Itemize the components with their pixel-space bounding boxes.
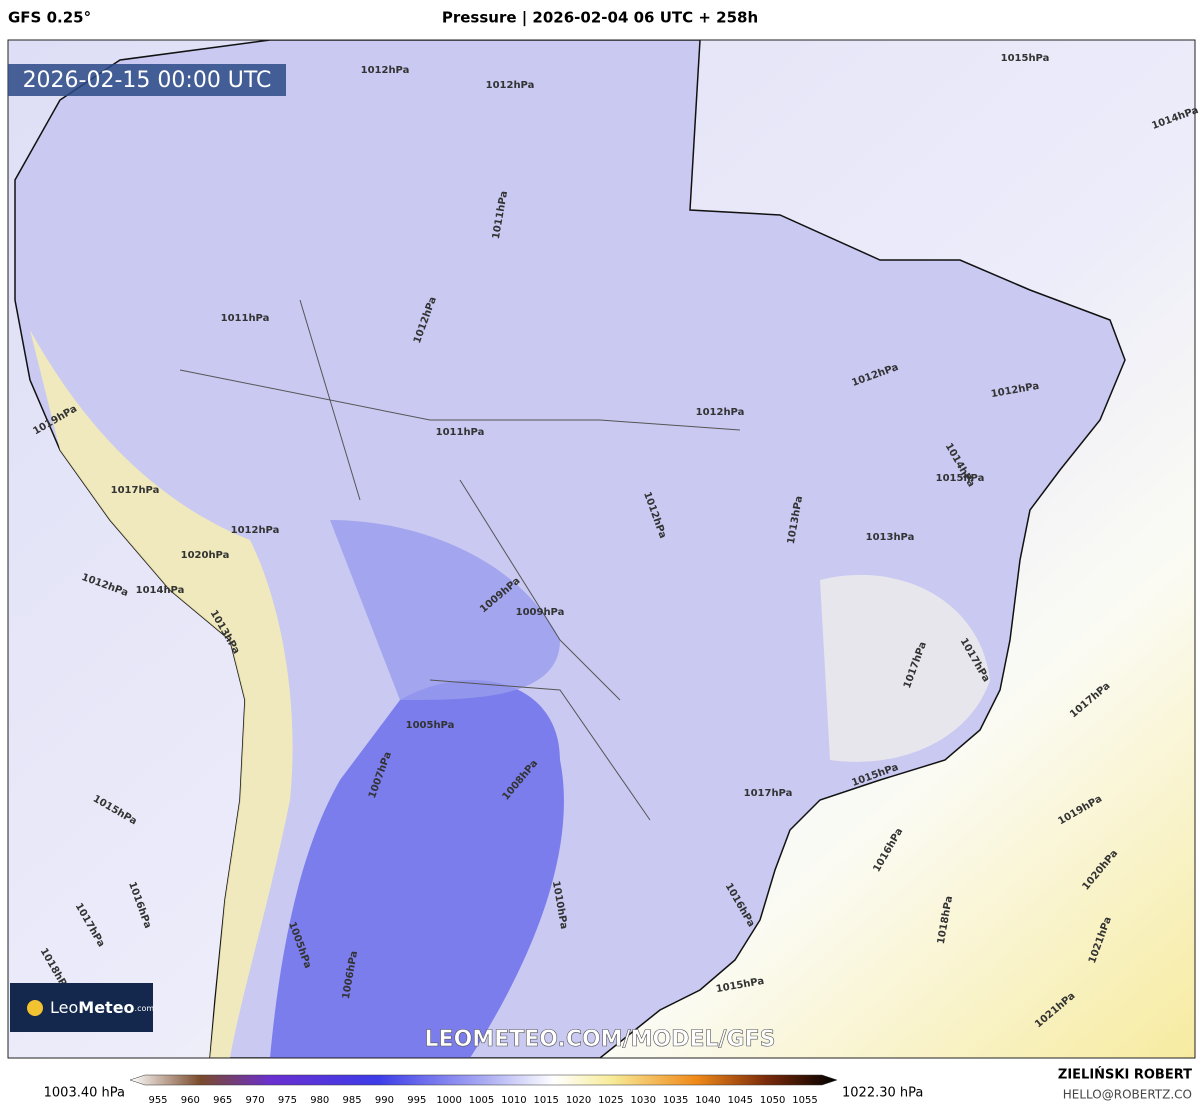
- isobar-label: 1011hPa: [221, 313, 270, 324]
- colorbar-tick-label: 970: [246, 1095, 265, 1106]
- colorbar-tick-label: 1015: [533, 1095, 558, 1106]
- colorbar-tick-label: 995: [407, 1095, 426, 1106]
- isobar-label: 1014hPa: [136, 585, 185, 596]
- colorbar-tick-label: 960: [181, 1095, 200, 1106]
- colorbar-tick-label: 1030: [631, 1095, 656, 1106]
- logo-leo: Leo: [50, 998, 78, 1017]
- colorbar: [129, 1074, 838, 1086]
- colorbar-max: 1022.30 hPa: [842, 1086, 923, 1101]
- logo-domain: .com: [135, 1004, 155, 1013]
- logo-sun: [27, 1000, 43, 1016]
- isobar-label: 1020hPa: [181, 550, 230, 561]
- isobar-label: 1012hPa: [231, 525, 280, 536]
- colorbar-tick-label: 1025: [598, 1095, 623, 1106]
- logo-meteo: Meteo: [78, 998, 134, 1017]
- colorbar-tick-label: 1045: [728, 1095, 753, 1106]
- colorbar-tick-label: 1020: [566, 1095, 591, 1106]
- isobar-label: 1012hPa: [361, 65, 410, 76]
- isobar-label: 1011hPa: [436, 427, 485, 438]
- isobar-label: 1013hPa: [866, 532, 915, 543]
- colorbar-tick-label: 1055: [792, 1095, 817, 1106]
- isobar-label: 1009hPa: [516, 607, 565, 618]
- colorbar-ticks: 955 960 965 970 975 980 985 990 995 1000 1005 1010 1…: [148, 1095, 817, 1106]
- isobar-label: 1017hPa: [111, 485, 160, 496]
- map-frame: [7, 39, 1196, 1059]
- colorbar-tick-label: 955: [148, 1095, 167, 1106]
- colorbar-min: 1003.40 hPa: [44, 1086, 125, 1101]
- valid-time: 2026-02-15 00:00 UTC: [23, 68, 272, 93]
- colorbar-tick-label: 980: [310, 1095, 329, 1106]
- isobar-label: 1012hPa: [486, 80, 535, 91]
- author: ZIELIŃSKI ROBERT: [1058, 1067, 1192, 1083]
- logo-text: LeoMeteo.com: [50, 998, 154, 1017]
- time-box: [8, 64, 286, 96]
- isobar-label: 1012hPa: [696, 407, 745, 418]
- isobar-label: 1015hPa: [1001, 53, 1050, 64]
- colorbar-tick-label: 965: [213, 1095, 232, 1106]
- colorbar-tick-label: 1040: [695, 1095, 720, 1106]
- colorbar-tick-label: 1005: [469, 1095, 494, 1106]
- colorbar-tick-label: 985: [343, 1095, 362, 1106]
- contact: HELLO@ROBERTZ.CO: [1063, 1088, 1192, 1102]
- isobar-label: 1015hPa: [936, 473, 985, 484]
- map: [8, 40, 1195, 1058]
- title: Pressure | 2026-02-04 06 UTC + 258h: [442, 9, 758, 28]
- isobar-label: 1017hPa: [744, 788, 793, 799]
- isobar-label: 1005hPa: [406, 720, 455, 731]
- colorbar-tick-label: 1000: [436, 1095, 461, 1106]
- colorbar-tick-label: 1010: [501, 1095, 526, 1106]
- colorbar-tick-label: 1035: [663, 1095, 688, 1106]
- model-name: GFS 0.25°: [8, 9, 91, 27]
- colorbar-tick-label: 1050: [760, 1095, 785, 1106]
- colorbar-tick-label: 975: [278, 1095, 297, 1106]
- watermark: LEOMETEO.COM/MODEL/GFS: [425, 1027, 776, 1052]
- colorbar-tick-label: 990: [375, 1095, 394, 1106]
